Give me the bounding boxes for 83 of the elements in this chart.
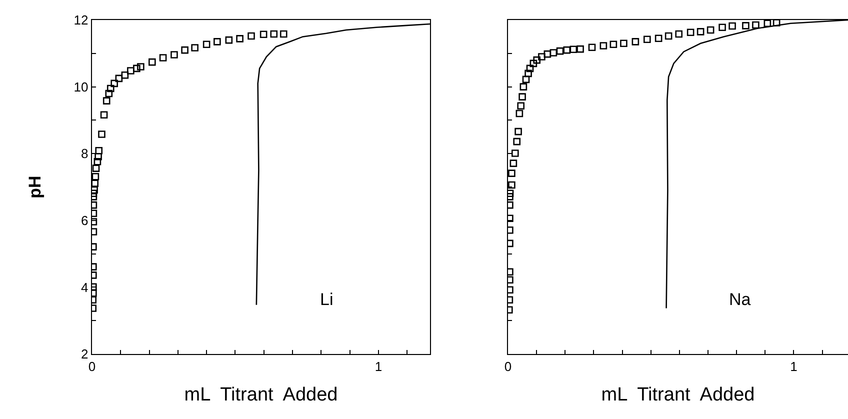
point	[686, 28, 694, 36]
point	[764, 20, 772, 27]
point	[772, 20, 780, 26]
point	[260, 30, 268, 38]
point	[248, 32, 255, 40]
point	[533, 56, 541, 64]
point	[556, 47, 564, 55]
point	[524, 70, 532, 78]
point	[600, 42, 608, 50]
point	[550, 49, 558, 56]
point	[664, 32, 672, 40]
point	[610, 40, 618, 48]
y-tick-label: 8	[81, 146, 88, 162]
point	[106, 84, 114, 92]
point	[706, 26, 714, 34]
point	[643, 36, 651, 44]
point	[620, 40, 628, 48]
point	[510, 160, 518, 167]
point	[280, 30, 288, 38]
point	[696, 28, 704, 36]
point	[105, 90, 113, 98]
point	[121, 71, 129, 79]
point	[508, 170, 516, 177]
point	[518, 93, 526, 100]
point	[514, 128, 522, 136]
y-tick-label: 10	[74, 79, 88, 94]
point	[94, 158, 102, 166]
point	[654, 34, 662, 42]
point	[520, 83, 528, 90]
point	[632, 38, 640, 46]
point	[159, 54, 167, 62]
point	[98, 130, 106, 138]
point	[170, 51, 178, 58]
point	[513, 138, 521, 146]
point	[214, 38, 221, 46]
y-tick-label: 4	[81, 280, 88, 295]
point	[115, 74, 123, 82]
point	[225, 36, 233, 44]
point	[718, 24, 726, 31]
point	[148, 58, 156, 66]
point	[236, 35, 244, 42]
point	[100, 111, 108, 119]
point	[530, 60, 538, 68]
x-tick-label: 1	[374, 358, 382, 374]
point	[526, 64, 534, 72]
x-tick-label: 1	[790, 358, 798, 374]
x-axis-title: mL Titrant Added	[601, 384, 755, 406]
point	[511, 150, 519, 157]
point	[538, 53, 546, 60]
y-tick-label: 12	[74, 12, 88, 28]
point	[202, 40, 210, 48]
x-axis-title: mL Titrant Added	[184, 384, 338, 406]
point	[270, 30, 278, 38]
point	[517, 102, 525, 110]
point	[516, 110, 524, 118]
point	[570, 46, 578, 54]
y-tick-label: 2	[81, 346, 88, 362]
point	[522, 76, 530, 84]
point	[127, 67, 134, 74]
point	[742, 22, 750, 30]
point	[576, 45, 584, 53]
point	[181, 46, 188, 54]
point	[508, 181, 516, 189]
y-axis-title: pH	[25, 176, 44, 198]
point	[675, 30, 683, 38]
x-tick-label: 0	[88, 358, 96, 374]
annotation: Na	[729, 290, 752, 309]
point	[92, 164, 100, 172]
point	[563, 46, 571, 54]
point	[544, 50, 552, 58]
y-tick-label: 6	[81, 212, 88, 228]
point	[137, 63, 144, 70]
point	[95, 146, 103, 154]
point	[92, 173, 100, 180]
x-tick-label: 0	[504, 358, 512, 374]
point	[191, 44, 198, 52]
point	[102, 97, 110, 104]
point	[588, 44, 596, 52]
point	[133, 64, 140, 72]
point	[752, 21, 760, 29]
annotation: Li	[320, 290, 334, 309]
point	[110, 80, 118, 88]
point	[728, 22, 736, 30]
